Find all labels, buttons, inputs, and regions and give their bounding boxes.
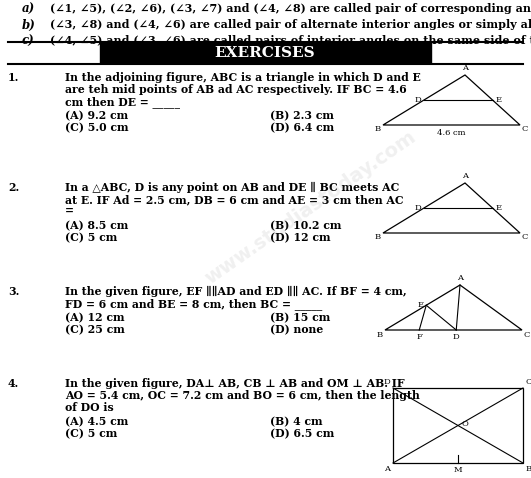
Text: D: D [414,96,421,104]
Text: EXERCISES: EXERCISES [215,46,315,60]
Text: (∠4, ∠5) and (∠3, ∠6) are called pairs of interior angles on the same side of th: (∠4, ∠5) and (∠3, ∠6) are called pairs o… [50,35,531,46]
Text: In the given figure, DA⊥ AB, CB ⊥ AB and OM ⊥ AB. IF: In the given figure, DA⊥ AB, CB ⊥ AB and… [65,378,405,389]
Text: (∠3, ∠8) and (∠4, ∠6) are called pair of alternate interior angles or simply alt: (∠3, ∠8) and (∠4, ∠6) are called pair of… [50,19,531,30]
Text: E: E [495,204,502,212]
Text: (D) 6.5 cm: (D) 6.5 cm [270,428,334,439]
Text: cm then DE = _____: cm then DE = _____ [65,96,180,108]
Text: (C) 5 cm: (C) 5 cm [65,232,117,243]
Text: 4.6 cm: 4.6 cm [437,129,466,137]
Text: (C) 25 cm: (C) 25 cm [65,324,125,335]
Text: FD = 6 cm and BE = 8 cm, then BC = _____: FD = 6 cm and BE = 8 cm, then BC = _____ [65,298,322,310]
Text: B: B [526,465,531,473]
Text: F: F [416,333,422,341]
Text: D: D [414,204,421,212]
Text: In the adjoining figure, ABC is a triangle in which D and E: In the adjoining figure, ABC is a triang… [65,72,421,83]
Text: (D) 6.4 cm: (D) 6.4 cm [270,122,334,133]
Text: A: A [457,274,463,282]
Text: B: B [375,125,381,133]
Text: b): b) [22,19,36,32]
Text: In the given figure, EF ∥∥AD and ED ∥∥ AC. If BF = 4 cm,: In the given figure, EF ∥∥AD and ED ∥∥ A… [65,286,407,297]
Text: of DO is: of DO is [65,402,114,413]
Text: E: E [495,96,502,104]
Text: (B) 15 cm: (B) 15 cm [270,312,330,323]
Text: E: E [417,301,423,309]
Text: (C) 5 cm: (C) 5 cm [65,428,117,439]
Text: (∠1, ∠5), (∠2, ∠6), (∠3, ∠7) and (∠4, ∠8) are called pair of corresponding angle: (∠1, ∠5), (∠2, ∠6), (∠3, ∠7) and (∠4, ∠8… [50,3,531,14]
Text: AO = 5.4 cm, OC = 7.2 cm and BO = 6 cm, then the length: AO = 5.4 cm, OC = 7.2 cm and BO = 6 cm, … [65,390,419,401]
Text: M: M [453,466,463,474]
Text: at E. IF Ad = 2.5 cm, DB = 6 cm and AE = 3 cm then AC: at E. IF Ad = 2.5 cm, DB = 6 cm and AE =… [65,194,404,205]
Text: a): a) [22,3,35,16]
Text: (C) 5.0 cm: (C) 5.0 cm [65,122,129,133]
Text: D: D [383,378,390,386]
Text: (A) 4.5 cm: (A) 4.5 cm [65,416,129,427]
Text: C: C [526,378,531,386]
Text: (D) 12 cm: (D) 12 cm [270,232,330,243]
Text: (B) 4 cm: (B) 4 cm [270,416,322,427]
Text: O: O [462,420,469,427]
Text: c): c) [22,35,35,48]
Bar [100,43,431,63]
Text: C: C [524,331,530,339]
Text: A: A [462,172,468,180]
Text: =: = [65,206,74,217]
Text: 3.: 3. [8,286,19,297]
Text: A: A [462,64,468,72]
Text: www.studiastoday.com: www.studiastoday.com [201,128,419,288]
Text: 4.: 4. [8,378,19,389]
Text: are teh mid points of AB ad AC respectively. IF BC = 4.6: are teh mid points of AB ad AC respectiv… [65,84,407,95]
Text: C: C [522,125,528,133]
Text: 2.: 2. [8,182,19,193]
Text: C: C [522,233,528,241]
Text: (A) 8.5 cm: (A) 8.5 cm [65,220,129,231]
Text: (B) 2.3 cm: (B) 2.3 cm [270,110,334,121]
Text: D: D [453,333,460,341]
Text: B: B [377,331,383,339]
Text: (A) 12 cm: (A) 12 cm [65,312,124,323]
Text: In a △ABC, D is any point on AB and DE ∥ BC meets AC: In a △ABC, D is any point on AB and DE ∥… [65,182,399,193]
Text: (D) none: (D) none [270,324,323,335]
Text: B: B [375,233,381,241]
Text: (B) 10.2 cm: (B) 10.2 cm [270,220,341,231]
Text: A: A [384,465,390,473]
Text: (A) 9.2 cm: (A) 9.2 cm [65,110,128,121]
Text: 1.: 1. [8,72,19,83]
